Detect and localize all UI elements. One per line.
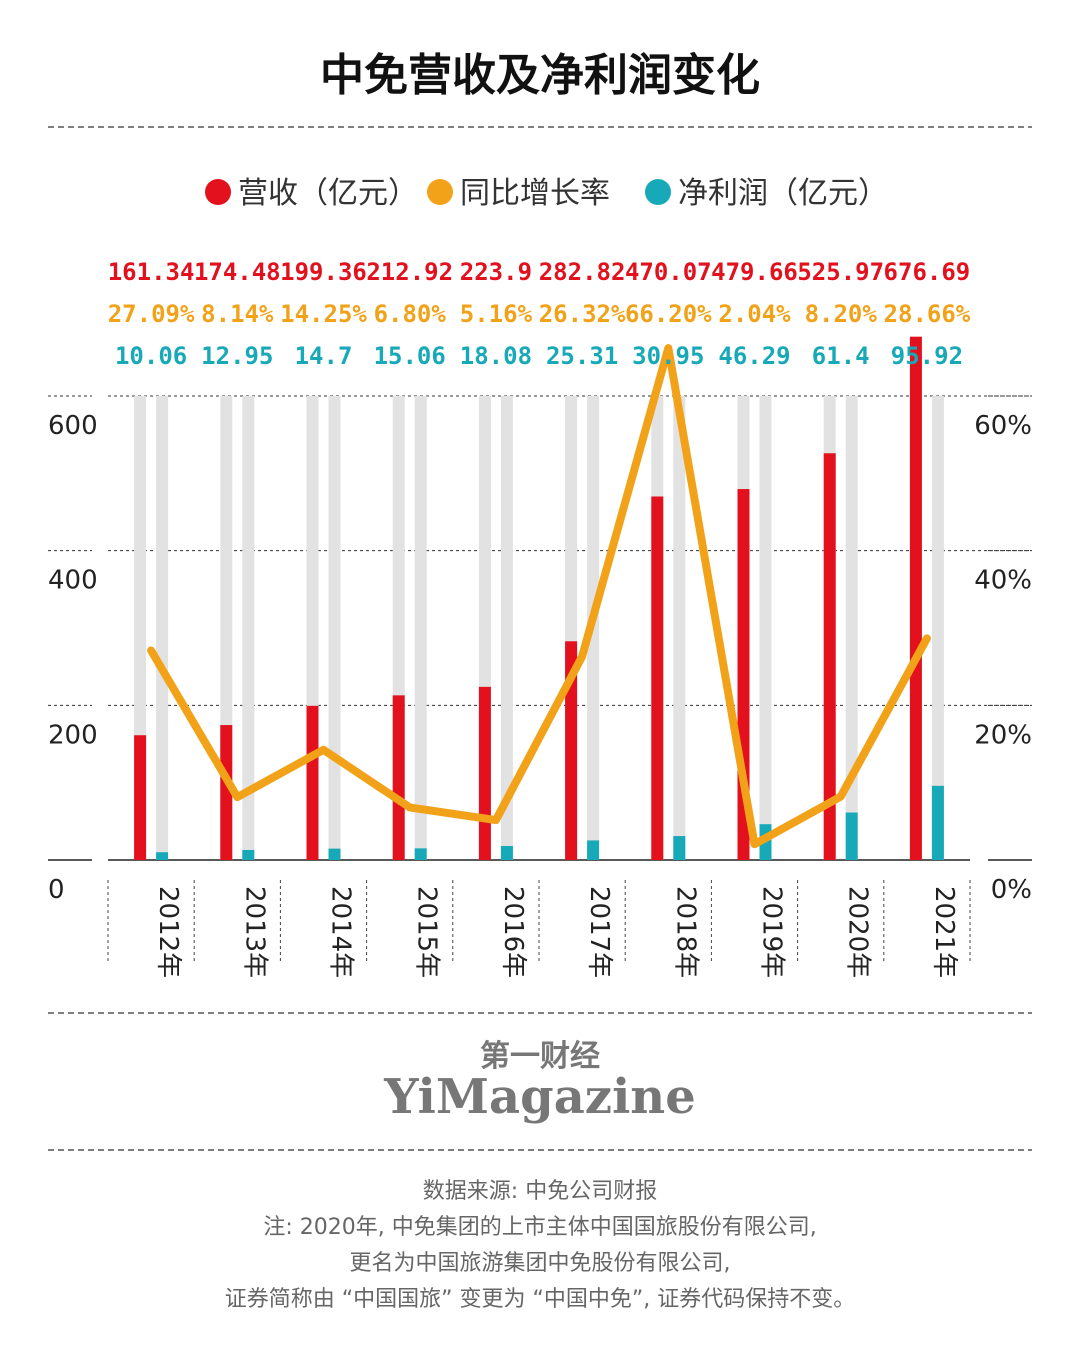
legend-revenue-label: 营收（亿元） [238,176,418,211]
profit-value-label: 12.95 [201,342,273,370]
profit-track [156,396,169,860]
profit-value-label: 61.4 [812,342,870,370]
source-note: 数据来源: 中免公司财报 [423,1179,657,1204]
profit-track [414,396,427,860]
axes: 0 0% 200 20% 400 40% 600 60% [48,411,1032,905]
profit-track [673,396,686,860]
x-tick-label: 2018年 [670,886,700,978]
x-tick-label: 2014年 [326,886,356,978]
revenue-value-label: 470.07 [625,258,712,286]
value-labels: 161.34 27.09% 10.06 174.48 8.14% 12.95 199.36 1… [108,258,971,370]
growth-value-label: 2.04% [718,300,791,328]
revenue-value-label: 212.92 [366,258,453,286]
bars [134,336,944,860]
revenue-value-label: 479.66 [711,258,798,286]
growth-line [147,344,931,849]
grid [48,395,1032,706]
brand-logo: YiMagazine [383,1069,695,1125]
growth-value-label: 66.20% [625,300,712,328]
revenue-bar [478,686,491,860]
revenue-bar [134,735,147,860]
profit-bar [931,785,944,860]
profit-bar [328,848,341,860]
right-tick-label: 20% [974,720,1032,750]
x-tick-label: 2013年 [239,886,269,978]
footnote-line-2: 更名为中国旅游集团中免股份有限公司, [350,1251,731,1276]
profit-bar [500,846,513,860]
revenue-bar [392,695,405,860]
profit-value-label: 46.29 [718,342,790,370]
revenue-value-label: 174.48 [194,258,281,286]
profit-value-label: 14.7 [295,342,353,370]
x-tick-label: 2019年 [757,886,787,978]
left-tick-label: 200 [48,720,98,750]
revenue-bar [823,453,836,860]
legend-profit-swatch [645,179,671,205]
left-tick-label: 600 [48,411,98,441]
profit-bar [414,848,427,860]
revenue-value-label: 525.97 [797,258,884,286]
right-tick-label: 0% [991,875,1032,905]
growth-value-label: 14.25% [280,300,367,328]
growth-value-label: 27.09% [108,300,195,328]
legend-growth-label: 同比增长率 [460,176,610,211]
profit-track [242,396,255,860]
x-tick-label: 2017年 [584,886,614,978]
growth-value-label: 5.16% [460,300,533,328]
profit-bar [845,812,858,860]
revenue-value-label: 676.69 [884,258,971,286]
growth-value-label: 8.20% [805,300,878,328]
left-tick-label: 400 [48,566,98,596]
profit-value-label: 18.08 [460,342,532,370]
profit-track [759,396,772,860]
profit-bar [242,849,255,860]
revenue-value-label: 223.9 [460,258,532,286]
profit-track [328,396,341,860]
x-tick-label: 2012年 [153,886,183,978]
footnote-line-1: 注: 2020年, 中免集团的上市主体中国国旅股份有限公司, [263,1215,816,1240]
x-axis: 2012年 2013年 2014年 2015年 2016年 2017年 2018年 2019年… [107,880,971,978]
profit-value-label: 25.31 [546,342,618,370]
profit-value-label: 15.06 [374,342,446,370]
growth-value-label: 6.80% [374,300,447,328]
x-tick-label: 2020年 [843,886,873,978]
revenue-bar [220,725,233,860]
revenue-value-label: 199.36 [280,258,367,286]
profit-value-label: 10.06 [115,342,187,370]
brand-chinese: 第一财经 [480,1039,600,1074]
legend-profit-label: 净利润（亿元） [678,176,888,211]
chart-title: 中免营收及净利润变化 [320,50,760,101]
right-tick-label: 60% [974,411,1032,441]
left-tick-label: 0 [48,875,65,905]
profit-track [931,396,944,860]
growth-series-line [147,344,931,849]
legend: 营收（亿元） 同比增长率 净利润（亿元） [205,176,888,211]
revenue-value-label: 282.82 [539,258,626,286]
growth-value-label: 8.14% [201,300,274,328]
growth-value-label: 26.32% [539,300,626,328]
profit-bar [156,852,169,860]
legend-revenue-swatch [205,179,231,205]
x-tick-label: 2016年 [498,886,528,978]
profit-bar [673,836,686,860]
legend-growth-swatch [427,179,453,205]
profit-track [500,396,513,860]
x-tick-label: 2015年 [412,886,442,978]
growth-value-label: 28.66% [884,300,971,328]
revenue-bar [651,496,664,860]
revenue-bar [565,641,578,860]
profit-value-label: 95.92 [891,342,963,370]
footnote-line-3: 证券简称由 “中国国旅” 变更为 “中国中免”, 证券代码保持不变。 [225,1287,856,1312]
profit-bar [587,840,600,860]
profit-value-label: 30.95 [632,342,704,370]
right-tick-label: 40% [974,566,1032,596]
x-tick-label: 2021年 [929,886,959,978]
revenue-bar [306,705,319,860]
profit-track [845,396,858,860]
revenue-value-label: 161.34 [108,258,195,286]
revenue-bar [909,336,922,860]
